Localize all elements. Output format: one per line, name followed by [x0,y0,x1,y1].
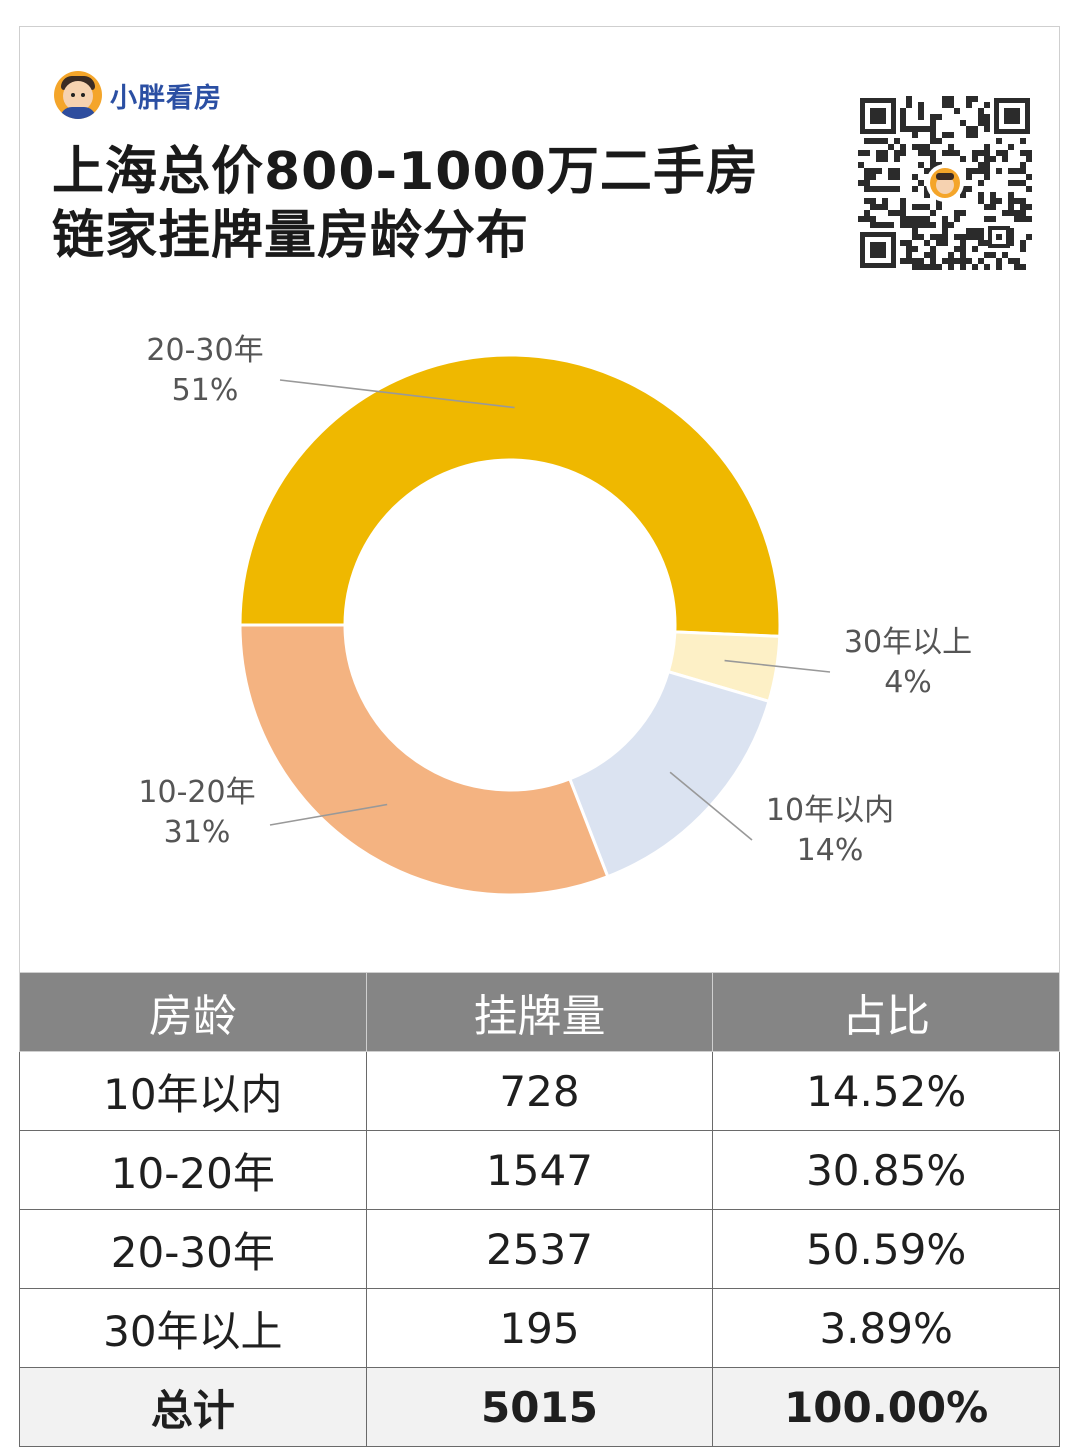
qr-code-icon [858,96,1032,270]
cell-listings: 195 [365,1288,714,1368]
slice-percent-label: 31% [164,815,231,850]
slice-category-label: 30年以上 [844,625,972,660]
cell-age: 10-20年 [19,1130,367,1210]
cell-share: 50.59% [712,1209,1060,1289]
table-header-row: 房龄 挂牌量 占比 [19,972,1060,1052]
table-row: 10-20年 1547 30.85% [19,1130,1060,1210]
cell-listings: 2537 [365,1209,714,1289]
donut-chart: 20-30年 51% 30年以上 4% 10年以内 14% 10-20年 31% [138,333,972,897]
cell-share: 30.85% [712,1130,1060,1210]
slice-percent-label: 4% [884,665,932,700]
cell-age: 20-30年 [19,1209,367,1289]
leader-line [269,803,388,826]
table-total-row: 总计 5015 100.00% [19,1367,1060,1447]
data-table: 房龄 挂牌量 占比 10年以内 728 14.52% 10-20年 1547 3… [19,972,1060,1447]
page-title: 上海总价800-1000万二手房 链家挂牌量房龄分布 [52,140,812,268]
slice-10-within [567,669,771,879]
table-row: 30年以上 195 3.89% [19,1288,1060,1368]
table-row: 20-30年 2537 50.59% [19,1209,1060,1289]
title-line-1: 上海总价800-1000万二手房 [52,142,759,202]
cell-age: 30年以上 [19,1288,367,1368]
slice-category-label: 20-30年 [146,333,263,368]
slice-category-label: 10-20年 [138,775,255,810]
title-line-2: 链家挂牌量房龄分布 [52,206,530,266]
cell-listings: 728 [365,1051,714,1131]
brand: 小胖看房 [54,70,222,120]
avatar-icon [54,71,102,119]
header-listings: 挂牌量 [365,972,714,1052]
slice-percent-label: 14% [797,833,864,868]
cell-age: 10年以内 [19,1051,367,1131]
header-share: 占比 [712,972,1060,1052]
slice-category-label: 10年以内 [766,793,894,828]
total-share: 100.00% [712,1367,1060,1447]
table-row: 10年以内 728 14.52% [19,1051,1060,1131]
slice-percent-label: 51% [172,373,239,408]
total-label: 总计 [19,1367,367,1447]
cell-share: 3.89% [712,1288,1060,1368]
header-age: 房龄 [19,972,367,1052]
leader-line [279,379,515,409]
total-listings: 5015 [365,1367,714,1447]
leader-line [669,771,753,841]
leader-line [724,659,831,673]
brand-name: 小胖看房 [110,82,222,114]
cell-share: 14.52% [712,1051,1060,1131]
slice-10-20 [238,623,610,897]
cell-listings: 1547 [365,1130,714,1210]
slice-20-30 [238,353,782,638]
